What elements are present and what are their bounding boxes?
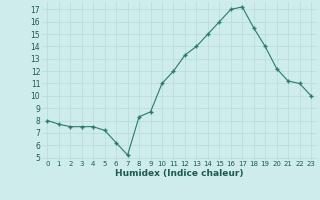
X-axis label: Humidex (Indice chaleur): Humidex (Indice chaleur) — [115, 169, 244, 178]
